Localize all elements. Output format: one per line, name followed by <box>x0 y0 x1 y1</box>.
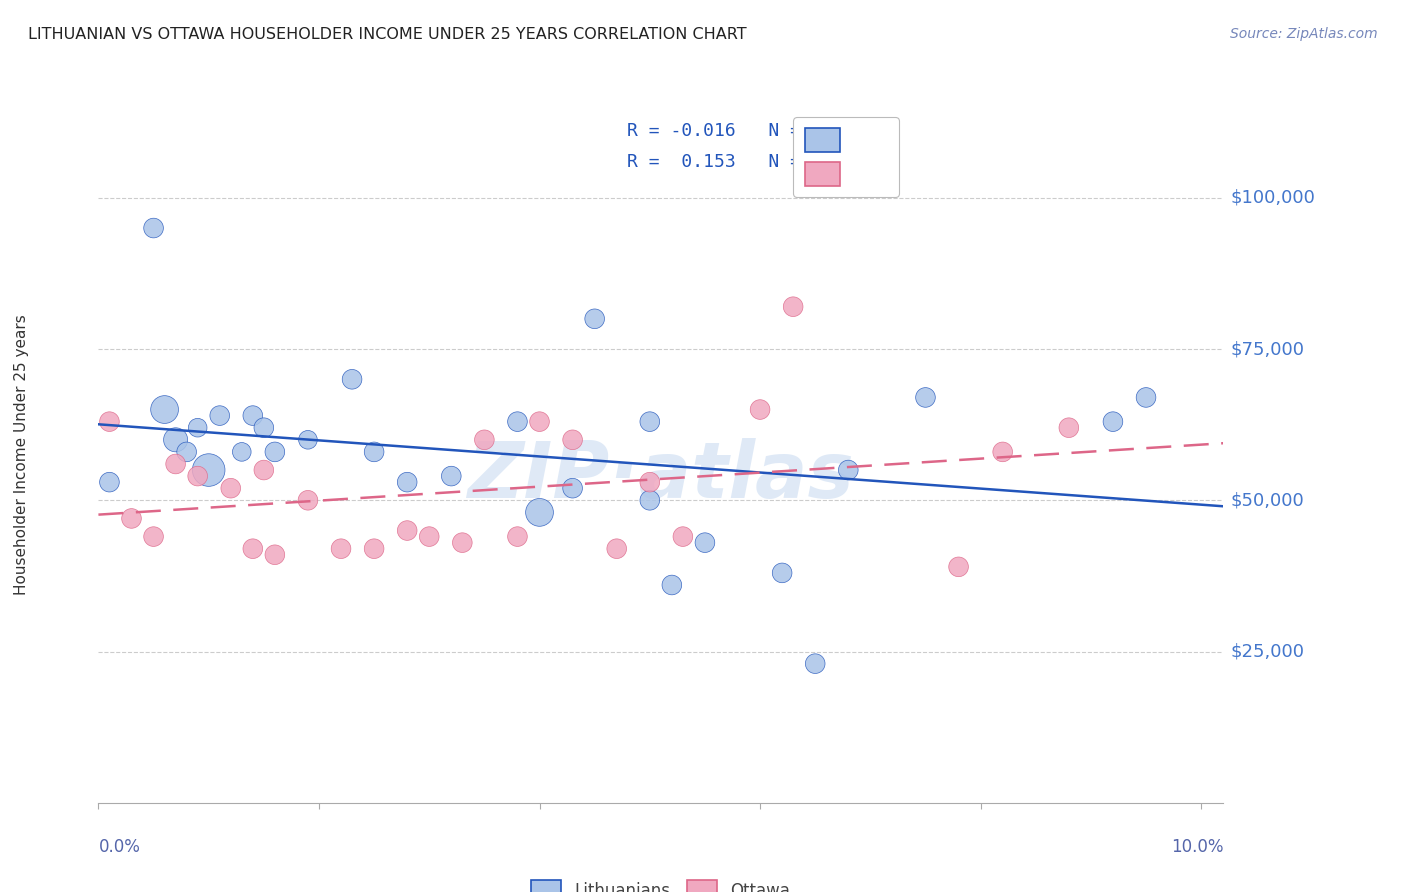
Point <box>529 415 551 429</box>
Point <box>529 505 551 519</box>
Point <box>837 463 859 477</box>
Text: 10.0%: 10.0% <box>1171 838 1223 856</box>
Point <box>297 493 319 508</box>
Point <box>263 548 285 562</box>
Text: $100,000: $100,000 <box>1230 189 1315 207</box>
Text: R =  0.153   N = 27: R = 0.153 N = 27 <box>627 153 834 171</box>
Point <box>396 524 419 538</box>
Point <box>606 541 628 556</box>
Point <box>231 445 253 459</box>
Point <box>638 415 661 429</box>
Text: R = -0.016   N = 31: R = -0.016 N = 31 <box>627 122 834 140</box>
Point <box>770 566 793 580</box>
Point <box>948 559 970 574</box>
Point <box>804 657 827 671</box>
Point <box>219 481 242 495</box>
Text: ZIP·atlas: ZIP·atlas <box>467 438 855 514</box>
Text: $50,000: $50,000 <box>1230 491 1303 509</box>
Point <box>187 469 209 483</box>
Point <box>176 445 198 459</box>
Point <box>242 409 264 423</box>
Point <box>142 221 165 235</box>
Point <box>197 463 219 477</box>
Point <box>418 530 440 544</box>
Text: $25,000: $25,000 <box>1230 642 1305 661</box>
Point <box>340 372 363 386</box>
Point <box>396 475 419 490</box>
Point <box>98 415 121 429</box>
Point <box>121 511 143 525</box>
Point <box>98 475 121 490</box>
Point <box>583 311 606 326</box>
Point <box>253 463 276 477</box>
Point <box>187 420 209 434</box>
Point <box>330 541 353 556</box>
Point <box>363 445 385 459</box>
Point <box>506 415 529 429</box>
Point <box>661 578 683 592</box>
Text: $75,000: $75,000 <box>1230 340 1305 358</box>
Text: LITHUANIAN VS OTTAWA HOUSEHOLDER INCOME UNDER 25 YEARS CORRELATION CHART: LITHUANIAN VS OTTAWA HOUSEHOLDER INCOME … <box>28 27 747 42</box>
Point <box>363 541 385 556</box>
Point <box>440 469 463 483</box>
Point <box>263 445 285 459</box>
Point <box>561 481 583 495</box>
Legend: Lithuanians, Ottawa: Lithuanians, Ottawa <box>524 874 797 892</box>
Point <box>165 457 187 471</box>
Point <box>253 420 276 434</box>
Point <box>638 493 661 508</box>
Point <box>242 541 264 556</box>
Point <box>638 475 661 490</box>
Point <box>208 409 231 423</box>
Text: Source: ZipAtlas.com: Source: ZipAtlas.com <box>1230 27 1378 41</box>
Point <box>474 433 496 447</box>
Point <box>153 402 176 417</box>
Point <box>506 530 529 544</box>
Point <box>1102 415 1125 429</box>
Point <box>672 530 695 544</box>
Point <box>1135 391 1157 405</box>
Point <box>165 433 187 447</box>
Point <box>693 535 716 549</box>
Text: Householder Income Under 25 years: Householder Income Under 25 years <box>14 315 28 595</box>
Point <box>782 300 804 314</box>
Point <box>561 433 583 447</box>
Point <box>451 535 474 549</box>
Point <box>1057 420 1080 434</box>
Text: 0.0%: 0.0% <box>98 838 141 856</box>
Point <box>749 402 772 417</box>
Point <box>991 445 1014 459</box>
Point <box>914 391 936 405</box>
Point <box>297 433 319 447</box>
Point <box>142 530 165 544</box>
